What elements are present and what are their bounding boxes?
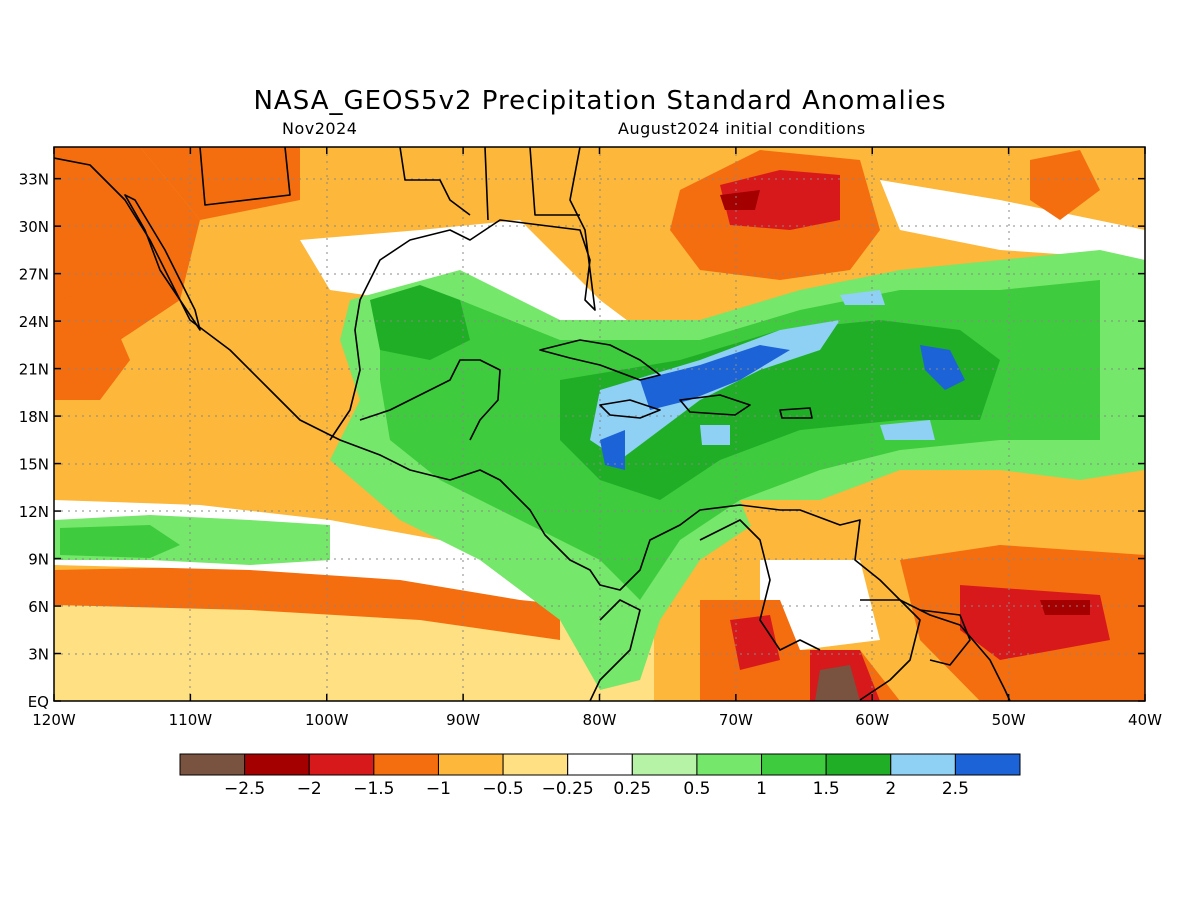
longitude-axis: 120W 110W 100W 90W 80W 70W 60W 50W 40W xyxy=(32,147,1162,729)
colorbar-swatch xyxy=(244,753,310,776)
colorbar-swatch xyxy=(631,753,698,776)
colorbar-swatch xyxy=(308,753,375,776)
lon-tick-label: 100W xyxy=(305,711,349,729)
colorbar-swatch xyxy=(179,753,246,776)
colorbar-swatch xyxy=(373,753,439,776)
colorbar-label: −2.5 xyxy=(224,779,265,799)
colorbar-swatch xyxy=(825,753,892,776)
colorbar-swatch xyxy=(696,753,763,776)
colorbar-label: 0.5 xyxy=(683,779,710,799)
colorbar-label: −0.5 xyxy=(482,779,523,799)
lat-tick-label: 30N xyxy=(19,218,49,236)
lat-tick-label: 33N xyxy=(19,171,49,189)
lat-tick-label: 21N xyxy=(19,361,49,379)
lat-tick-label: 24N xyxy=(19,313,49,331)
colorbar-swatch xyxy=(890,753,956,776)
lon-tick-label: 40W xyxy=(1128,711,1162,729)
anomaly-field xyxy=(54,147,1145,701)
colorbar-label: 2 xyxy=(885,779,896,799)
map-title: NASA_GEOS5v2 Precipitation Standard Anom… xyxy=(253,86,947,116)
initial-conditions-label: August2024 initial conditions xyxy=(618,119,866,138)
colorbar-swatch xyxy=(761,753,827,776)
lon-tick-label: 60W xyxy=(855,711,889,729)
colorbar-label: 0.25 xyxy=(613,779,651,799)
colorbar-label: −1.5 xyxy=(353,779,394,799)
latitude-axis: EQ 3N 6N 9N 12N 15N 18N 21N 24N 27N 30N 33N xyxy=(19,171,1145,711)
lat-tick-label: 15N xyxy=(19,456,49,474)
colorbar-label: −0.25 xyxy=(542,779,594,799)
lat-lon-grid xyxy=(54,147,1145,701)
lat-tick-label: 18N xyxy=(19,408,49,426)
colorbar-label: 1.5 xyxy=(813,779,840,799)
colorbar-swatch xyxy=(567,753,633,776)
colorbar-swatch xyxy=(437,753,504,776)
lat-tick-label: 12N xyxy=(19,503,49,521)
lon-tick-label: 90W xyxy=(446,711,480,729)
colorbar-legend: −2.5 −2 −1.5 −1 −0.5 −0.25 0.25 0.5 1 1.5 2 2.5 xyxy=(179,753,1021,799)
lon-tick-label: 50W xyxy=(992,711,1026,729)
colorbar-label: −1 xyxy=(426,779,451,799)
lon-tick-label: 110W xyxy=(169,711,213,729)
lat-tick-label: 6N xyxy=(28,598,49,616)
colorbar-label: 2.5 xyxy=(942,779,969,799)
forecast-month-label: Nov2024 xyxy=(282,119,358,138)
lon-tick-label: 120W xyxy=(32,711,76,729)
lat-tick-label: EQ xyxy=(28,693,49,711)
coastlines xyxy=(54,147,1011,701)
lon-tick-label: 80W xyxy=(583,711,617,729)
colorbar-label: 1 xyxy=(756,779,767,799)
lon-tick-label: 70W xyxy=(719,711,753,729)
lat-tick-label: 27N xyxy=(19,266,49,284)
colorbar-swatch xyxy=(502,753,569,776)
colorbar-swatch xyxy=(954,753,1021,776)
lat-tick-label: 9N xyxy=(28,551,49,569)
colorbar-label: −2 xyxy=(297,779,322,799)
lat-tick-label: 3N xyxy=(28,646,49,664)
